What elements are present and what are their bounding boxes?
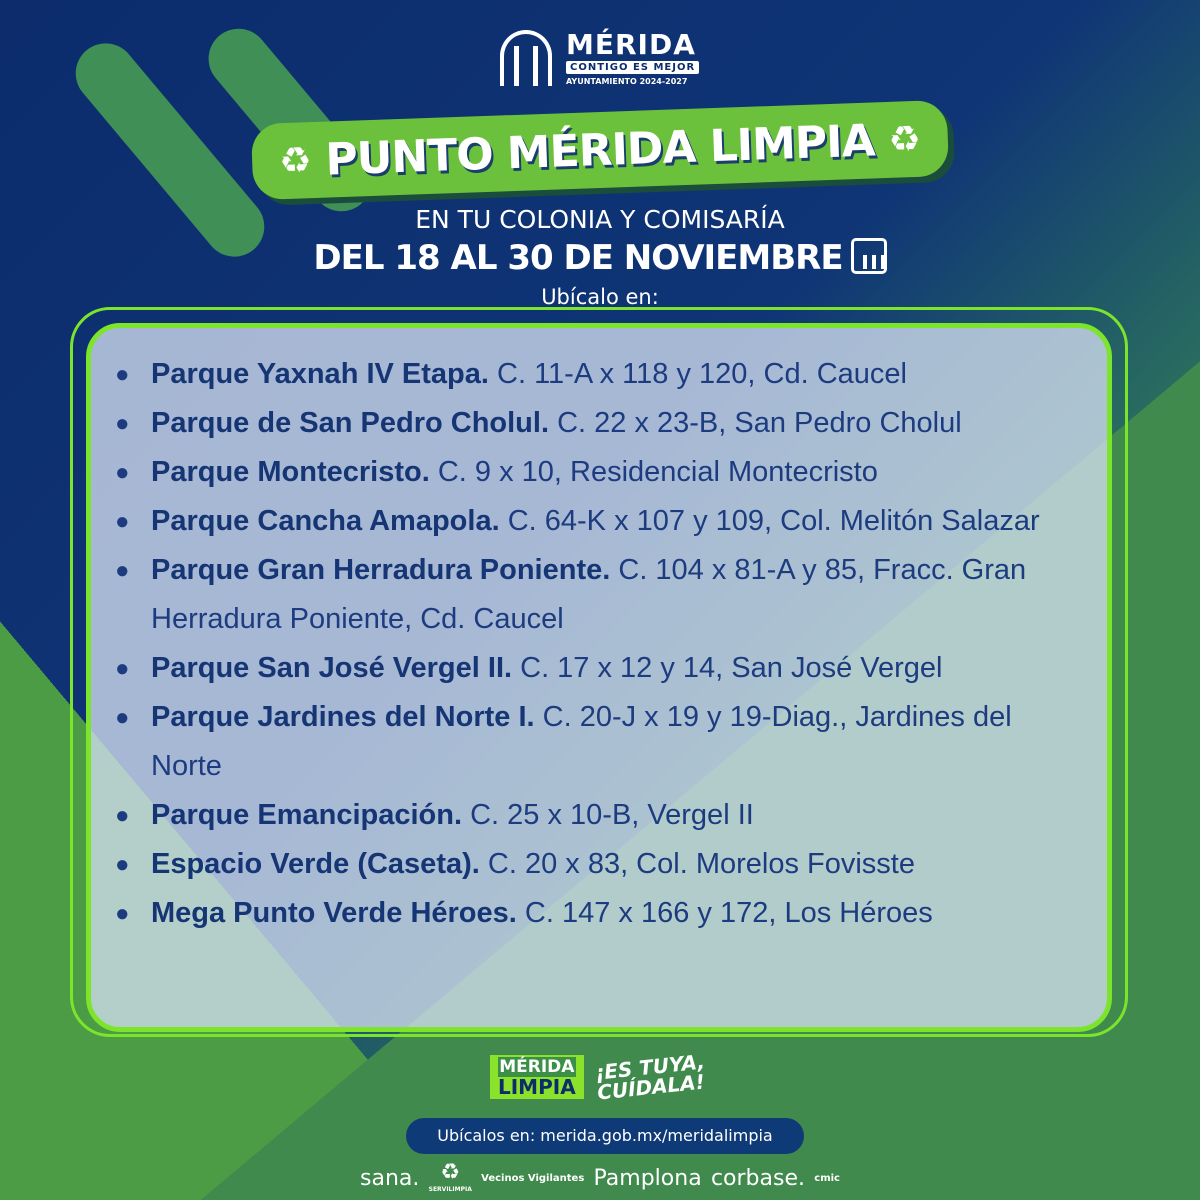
es-tuya-logo: ¡ES TUYA, CUÍDALA! <box>594 1049 708 1104</box>
bullet-icon: ● <box>115 361 130 388</box>
sponsor-servilimpia: ♻ SERVILIMPIA <box>429 1161 472 1195</box>
sponsor-sana: sana. <box>360 1165 420 1191</box>
bullet-icon: ● <box>115 900 130 927</box>
location-address: C. 20-J x 19 y 19-Diag., Jardines del No… <box>151 701 1012 782</box>
bullet-icon: ● <box>115 508 130 535</box>
locate-label: Ubícalo en: <box>541 285 659 309</box>
sponsor-corbase: corbase. <box>710 1165 805 1191</box>
location-address: C. 104 x 81-A y 85, Fracc. Gran Herradur… <box>151 554 1027 635</box>
servilimpia-text: SERVILIMPIA <box>428 1186 472 1193</box>
location-name: Parque Emancipación. <box>151 799 463 831</box>
list-item: ● Parque de San Pedro Cholul. C. 22 x 23-… <box>115 399 1071 448</box>
location-name: Mega Punto Verde Héroes. <box>151 897 517 929</box>
location-text: Parque Emancipación. C. 25 x 10-B, Verge… <box>151 791 754 840</box>
title-banner: ♻ PUNTO MÉRIDA LIMPIA ♻ <box>250 99 950 201</box>
merida-limpia-bottom: LIMPIA <box>498 1075 576 1099</box>
logo-slogan: CONTIGO ES MEJOR <box>566 60 700 74</box>
location-text: Parque San José Vergel II. C. 17 x 12 y … <box>151 644 943 693</box>
sponsor-cmic: cmic <box>814 1172 840 1184</box>
logo-ayuntamiento: AYUNTAMIENTO 2024-2027 <box>566 76 688 86</box>
sponsor-pamplona: Pamplona <box>593 1165 702 1191</box>
location-text: Parque de San Pedro Cholul. C. 22 x 23-B… <box>151 399 962 448</box>
bullet-icon: ● <box>115 459 130 486</box>
merida-emblem-icon <box>500 30 552 86</box>
location-name: Parque Jardines del Norte I. <box>151 701 535 733</box>
location-address: C. 9 x 10, Residencial Montecristo <box>429 456 878 488</box>
location-address: C. 147 x 166 y 172, Los Héroes <box>516 897 933 929</box>
location-name: Parque Yaxnah IV Etapa. <box>151 358 489 390</box>
location-text: Parque Montecristo. C. 9 x 10, Residenci… <box>151 448 878 497</box>
list-item: ● Parque Cancha Amapola. C. 64-K x 107 y … <box>115 497 1071 546</box>
sponsor-logos: sana. ♻ SERVILIMPIA Vecinos Vigilantes Pa… <box>360 1160 840 1196</box>
list-item: ● Parque Jardines del Norte I. C. 20-J x … <box>115 693 1071 791</box>
url-link[interactable]: Ubícalos en: merida.gob.mx/meridalimpia <box>406 1118 804 1154</box>
recycle-icon: ♻ <box>278 139 313 182</box>
sponsor-vecinos-vigilantes: Vecinos Vigilantes <box>481 1172 585 1184</box>
location-name: Parque Montecristo. <box>151 456 430 488</box>
location-text: Parque Yaxnah IV Etapa. C. 11-A x 118 y … <box>151 350 907 399</box>
merida-logo: MÉRIDA CONTIGO ES MEJOR AYUNTAMIENTO 202… <box>500 27 700 86</box>
bullet-icon: ● <box>115 851 130 878</box>
merida-limpia-logo: MÉRIDA LIMPIA <box>490 1055 584 1099</box>
campaign-logos: MÉRIDA LIMPIA ¡ES TUYA, CUÍDALA! <box>490 1049 706 1105</box>
logo-name: MÉRIDA <box>566 27 696 61</box>
location-address: C. 25 x 10-B, Vergel II <box>462 799 754 831</box>
page-title: PUNTO MÉRIDA LIMPIA <box>324 114 876 186</box>
location-address: C. 17 x 12 y 14, San José Vergel <box>512 652 943 684</box>
card-frame <box>70 307 1128 1037</box>
list-item: ● Parque San José Vergel II. C. 17 x 12 y… <box>115 644 1071 693</box>
location-name: Parque San José Vergel II. <box>151 652 513 684</box>
list-item: ● Espacio Verde (Caseta). C. 20 x 83, Col… <box>115 840 1071 889</box>
list-item: ● Parque Montecristo. C. 9 x 10, Residenc… <box>115 448 1071 497</box>
location-name: Parque de San Pedro Cholul. <box>151 407 550 439</box>
bullet-icon: ● <box>115 655 130 682</box>
recycle-icon: ♻ <box>440 1160 461 1185</box>
subtitle: EN TU COLONIA Y COMISARÍA <box>415 205 785 234</box>
location-text: Parque Jardines del Norte I. C. 20-J x 1… <box>151 693 1071 791</box>
location-name: Parque Cancha Amapola. <box>151 505 500 537</box>
calendar-icon <box>850 238 887 274</box>
bullet-icon: ● <box>115 410 130 437</box>
recycle-icon: ♻ <box>887 118 922 161</box>
date-text: DEL 18 AL 30 DE NOVIEMBRE <box>313 238 843 278</box>
location-address: C. 64-K x 107 y 109, Col. Melitón Salaza… <box>499 505 1040 537</box>
locations-list: ● Parque Yaxnah IV Etapa. C. 11-A x 118 y… <box>86 323 1112 1032</box>
location-address: C. 20 x 83, Col. Morelos Fovisste <box>479 848 915 880</box>
list-item: ● Parque Gran Herradura Poniente. C. 104 … <box>115 546 1071 644</box>
list-item: ● Parque Yaxnah IV Etapa. C. 11-A x 118 y… <box>115 350 1071 399</box>
location-name: Parque Gran Herradura Poniente. <box>151 554 611 586</box>
date-range: DEL 18 AL 30 DE NOVIEMBRE <box>0 238 1200 278</box>
list-item: ● Parque Emancipación. C. 25 x 10-B, Verg… <box>115 791 1071 840</box>
bullet-icon: ● <box>115 802 130 829</box>
bullet-icon: ● <box>115 704 130 731</box>
location-address: C. 22 x 23-B, San Pedro Cholul <box>549 407 962 439</box>
location-text: Espacio Verde (Caseta). C. 20 x 83, Col.… <box>151 840 915 889</box>
location-text: Parque Cancha Amapola. C. 64-K x 107 y 1… <box>151 497 1040 546</box>
merida-limpia-top: MÉRIDA <box>498 1057 576 1077</box>
location-name: Espacio Verde (Caseta). <box>151 848 480 880</box>
location-text: Parque Gran Herradura Poniente. C. 104 x… <box>151 546 1071 644</box>
location-text: Mega Punto Verde Héroes. C. 147 x 166 y … <box>151 889 933 938</box>
location-address: C. 11-A x 118 y 120, Cd. Caucel <box>488 358 907 390</box>
bullet-icon: ● <box>115 557 130 584</box>
list-item: ● Mega Punto Verde Héroes. C. 147 x 166 y… <box>115 889 1071 938</box>
